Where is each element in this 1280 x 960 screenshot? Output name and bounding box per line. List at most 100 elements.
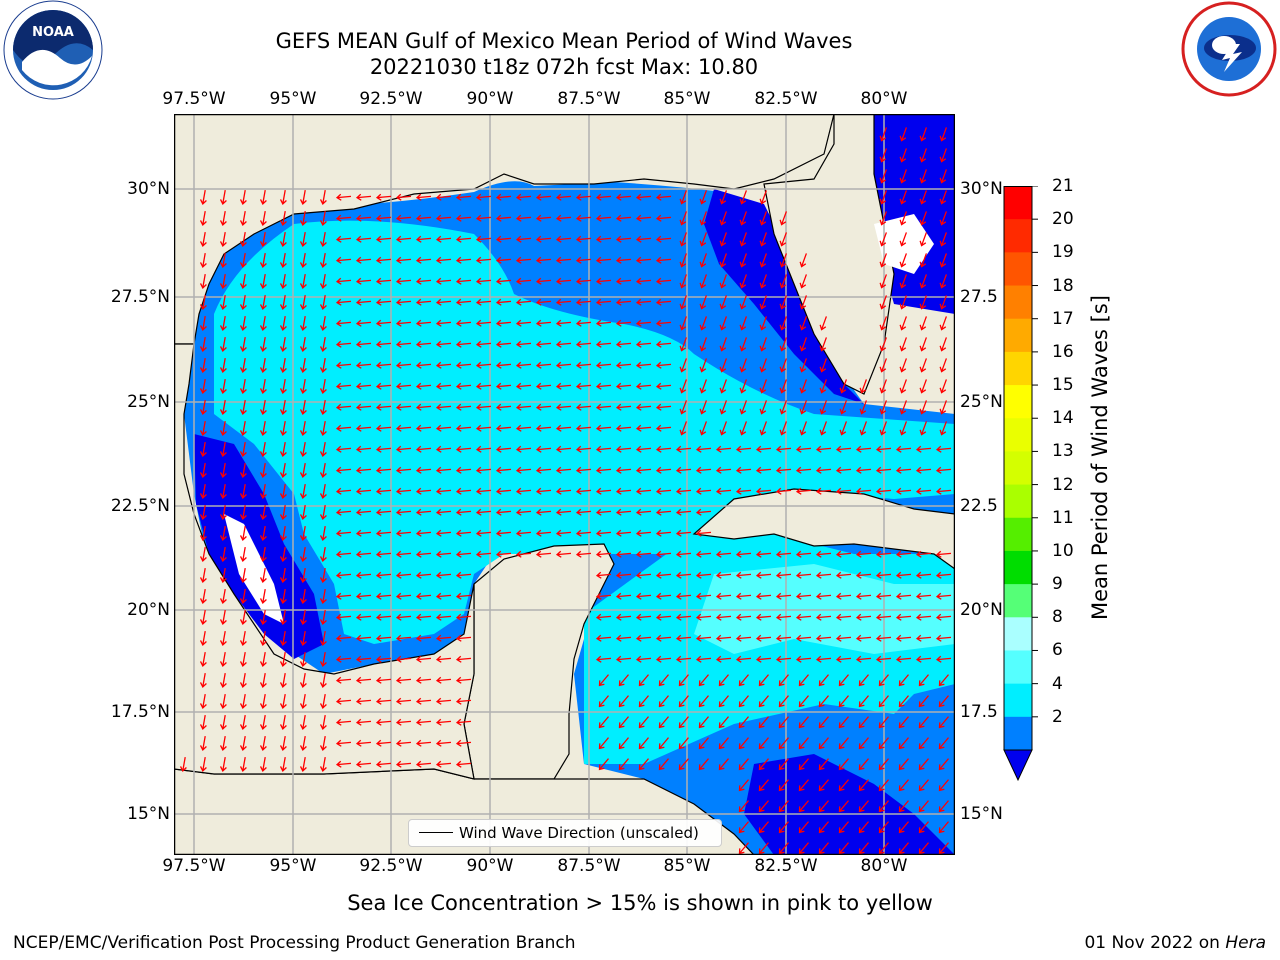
wave-direction-arrow [899,169,908,184]
legend-label: Wind Wave Direction (unscaled) [459,824,699,842]
wave-direction-arrow [778,674,789,687]
wave-direction-arrow [555,487,572,495]
wave-direction-arrow [219,672,227,688]
wave-direction-arrow [919,337,928,352]
wave-direction-arrow [239,567,247,583]
wave-direction-arrow [935,487,952,495]
wave-direction-arrow [738,758,749,771]
wave-direction-arrow [395,214,412,222]
wave-direction-arrow [855,613,872,621]
wave-direction-arrow [299,399,307,415]
wave-direction-arrow [219,378,227,394]
wave-direction-arrow [415,235,432,243]
wave-direction-arrow [715,466,732,474]
wave-direction-arrow [495,340,512,348]
wave-direction-arrow [638,758,649,771]
wave-direction-arrow [219,483,227,499]
wave-direction-arrow [679,358,688,373]
wave-direction-arrow [375,319,392,327]
wave-direction-arrow [319,231,327,247]
wave-direction-arrow [495,235,512,243]
wave-direction-arrow [395,550,412,558]
wave-direction-arrow [795,592,812,600]
wave-direction-arrow [279,294,287,310]
wave-direction-arrow [698,695,709,708]
wave-direction-arrow [938,737,949,750]
wave-direction-arrow [495,361,512,369]
wave-direction-arrow [199,315,207,331]
wave-direction-arrow [435,571,452,579]
wave-direction-arrow [199,504,207,520]
wave-direction-arrow [675,634,692,642]
wave-direction-arrow [199,735,207,751]
wave-direction-arrow [635,466,652,474]
wave-direction-arrow [299,378,307,394]
wave-direction-arrow [699,232,708,247]
wave-direction-arrow [555,256,572,264]
wave-direction-arrow [755,571,772,579]
wave-direction-arrow [319,315,327,331]
wave-direction-arrow [239,294,247,310]
wave-direction-arrow [435,760,452,768]
wave-direction-arrow [455,319,472,327]
wave-direction-arrow [679,400,688,415]
wave-direction-arrow [899,337,908,352]
wave-direction-arrow [319,273,327,289]
wave-direction-arrow [259,420,267,436]
wave-direction-arrow [939,316,948,331]
wave-direction-arrow [835,571,852,579]
wave-direction-arrow [595,319,612,327]
noaa-logo-icon: NOAA [3,0,103,100]
wave-direction-arrow [755,445,772,453]
wave-direction-arrow [455,235,472,243]
colorbar-segment [1004,285,1032,320]
wave-direction-arrow [759,337,768,352]
wave-direction-arrow [455,340,472,348]
wave-direction-arrow [738,821,749,834]
wave-direction-arrow [775,571,792,579]
wave-direction-arrow [919,211,928,226]
wave-direction-arrow [858,779,869,792]
wave-direction-arrow [239,420,247,436]
wave-direction-arrow [319,525,327,541]
wave-direction-arrow [259,630,267,646]
wave-direction-arrow [555,340,572,348]
wave-direction-arrow [199,252,207,268]
wave-direction-arrow [775,655,792,663]
colorbar-tick: 17 [1052,308,1074,329]
wave-direction-arrow [239,504,247,520]
wave-direction-arrow [698,716,709,729]
wave-direction-arrow [738,674,749,687]
wave-direction-arrow [755,487,772,495]
wave-direction-arrow [395,361,412,369]
wave-direction-arrow [199,378,207,394]
wave-direction-arrow [219,630,227,646]
wave-direction-arrow [555,235,572,243]
wave-direction-arrow [575,445,592,453]
wave-direction-arrow [555,319,572,327]
wave-direction-arrow [495,277,512,285]
wave-direction-arrow [758,758,769,771]
wave-direction-arrow [415,403,432,411]
wave-direction-arrow [939,169,948,184]
wave-direction-arrow [299,714,307,730]
left-lat-tick: 30°N [127,179,170,199]
wave-direction-arrow [435,487,452,495]
wave-direction-arrow [199,273,207,289]
wave-direction-arrow [435,739,452,747]
wave-direction-arrow [279,546,287,562]
wave-direction-arrow [739,421,748,436]
wave-direction-arrow [515,319,532,327]
wave-direction-arrow [259,462,267,478]
nws-logo-icon [1181,1,1277,97]
wave-direction-arrow [698,674,709,687]
wave-direction-arrow [715,655,732,663]
wave-direction-arrow [775,613,792,621]
wave-direction-arrow [395,277,412,285]
wave-direction-arrow [839,400,848,415]
wave-direction-arrow [455,256,472,264]
wave-direction-arrow [898,821,909,834]
wave-direction-arrow [858,695,869,708]
wave-direction-arrow [675,487,692,495]
wave-direction-arrow [595,571,612,579]
